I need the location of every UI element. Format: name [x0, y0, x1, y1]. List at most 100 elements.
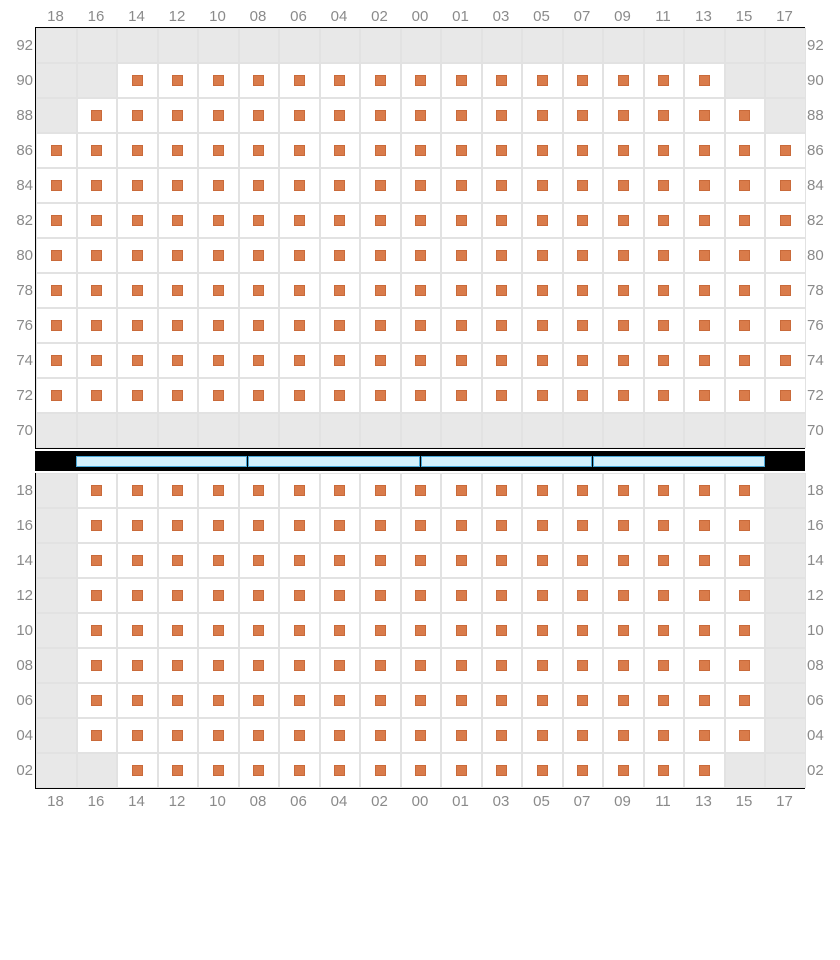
seat[interactable]	[401, 133, 442, 168]
seat[interactable]	[482, 753, 523, 788]
seat[interactable]	[401, 718, 442, 753]
seat[interactable]	[360, 238, 401, 273]
seat[interactable]	[644, 613, 685, 648]
seat[interactable]	[644, 203, 685, 238]
seat[interactable]	[239, 578, 280, 613]
seat[interactable]	[117, 273, 158, 308]
seat[interactable]	[320, 753, 361, 788]
seat[interactable]	[644, 168, 685, 203]
seat[interactable]	[279, 203, 320, 238]
seat[interactable]	[239, 473, 280, 508]
seat[interactable]	[198, 203, 239, 238]
seat[interactable]	[77, 378, 118, 413]
seat[interactable]	[320, 133, 361, 168]
seat[interactable]	[401, 63, 442, 98]
seat[interactable]	[725, 98, 766, 133]
seat[interactable]	[725, 578, 766, 613]
seat[interactable]	[117, 168, 158, 203]
seat[interactable]	[603, 543, 644, 578]
seat[interactable]	[684, 578, 725, 613]
seat[interactable]	[563, 648, 604, 683]
seat[interactable]	[482, 343, 523, 378]
seat[interactable]	[279, 133, 320, 168]
seat[interactable]	[684, 378, 725, 413]
seat[interactable]	[725, 203, 766, 238]
seat[interactable]	[117, 203, 158, 238]
seat[interactable]	[158, 168, 199, 203]
seat[interactable]	[198, 473, 239, 508]
seat[interactable]	[77, 308, 118, 343]
seat[interactable]	[563, 508, 604, 543]
seat[interactable]	[117, 133, 158, 168]
seat[interactable]	[198, 168, 239, 203]
seat[interactable]	[563, 613, 604, 648]
seat[interactable]	[725, 543, 766, 578]
seat[interactable]	[360, 753, 401, 788]
seat[interactable]	[401, 168, 442, 203]
seat[interactable]	[603, 273, 644, 308]
seat[interactable]	[198, 543, 239, 578]
seat[interactable]	[482, 168, 523, 203]
seat[interactable]	[644, 273, 685, 308]
seat[interactable]	[563, 308, 604, 343]
seat[interactable]	[320, 273, 361, 308]
seat[interactable]	[360, 613, 401, 648]
seat[interactable]	[279, 578, 320, 613]
seat[interactable]	[320, 648, 361, 683]
seat[interactable]	[401, 203, 442, 238]
seat[interactable]	[644, 378, 685, 413]
seat[interactable]	[360, 578, 401, 613]
seat[interactable]	[482, 508, 523, 543]
seat[interactable]	[563, 133, 604, 168]
seat[interactable]	[644, 683, 685, 718]
seat[interactable]	[158, 203, 199, 238]
seat[interactable]	[441, 718, 482, 753]
seat[interactable]	[482, 648, 523, 683]
seat[interactable]	[684, 168, 725, 203]
seat[interactable]	[522, 308, 563, 343]
seat[interactable]	[117, 753, 158, 788]
seat[interactable]	[644, 133, 685, 168]
seat[interactable]	[644, 543, 685, 578]
seat[interactable]	[684, 343, 725, 378]
seat[interactable]	[158, 753, 199, 788]
seat[interactable]	[158, 238, 199, 273]
seat[interactable]	[563, 473, 604, 508]
seat[interactable]	[360, 203, 401, 238]
seat[interactable]	[522, 683, 563, 718]
seat[interactable]	[360, 63, 401, 98]
seat[interactable]	[279, 238, 320, 273]
seat[interactable]	[522, 168, 563, 203]
seat[interactable]	[522, 753, 563, 788]
seat[interactable]	[725, 378, 766, 413]
seat[interactable]	[725, 343, 766, 378]
seat[interactable]	[198, 98, 239, 133]
seat[interactable]	[320, 718, 361, 753]
seat[interactable]	[320, 473, 361, 508]
seat[interactable]	[441, 63, 482, 98]
seat[interactable]	[360, 168, 401, 203]
seat[interactable]	[320, 343, 361, 378]
seat[interactable]	[117, 718, 158, 753]
seat[interactable]	[320, 543, 361, 578]
seat[interactable]	[360, 508, 401, 543]
seat[interactable]	[725, 613, 766, 648]
seat[interactable]	[117, 578, 158, 613]
seat[interactable]	[644, 98, 685, 133]
seat[interactable]	[320, 98, 361, 133]
seat[interactable]	[441, 343, 482, 378]
seat[interactable]	[563, 63, 604, 98]
seat[interactable]	[239, 343, 280, 378]
seat[interactable]	[603, 473, 644, 508]
seat[interactable]	[482, 613, 523, 648]
seat[interactable]	[482, 238, 523, 273]
seat[interactable]	[644, 308, 685, 343]
seat[interactable]	[684, 308, 725, 343]
seat[interactable]	[482, 63, 523, 98]
seat[interactable]	[239, 718, 280, 753]
seat[interactable]	[239, 613, 280, 648]
seat[interactable]	[725, 683, 766, 718]
seat[interactable]	[644, 648, 685, 683]
seat[interactable]	[320, 683, 361, 718]
seat[interactable]	[239, 308, 280, 343]
